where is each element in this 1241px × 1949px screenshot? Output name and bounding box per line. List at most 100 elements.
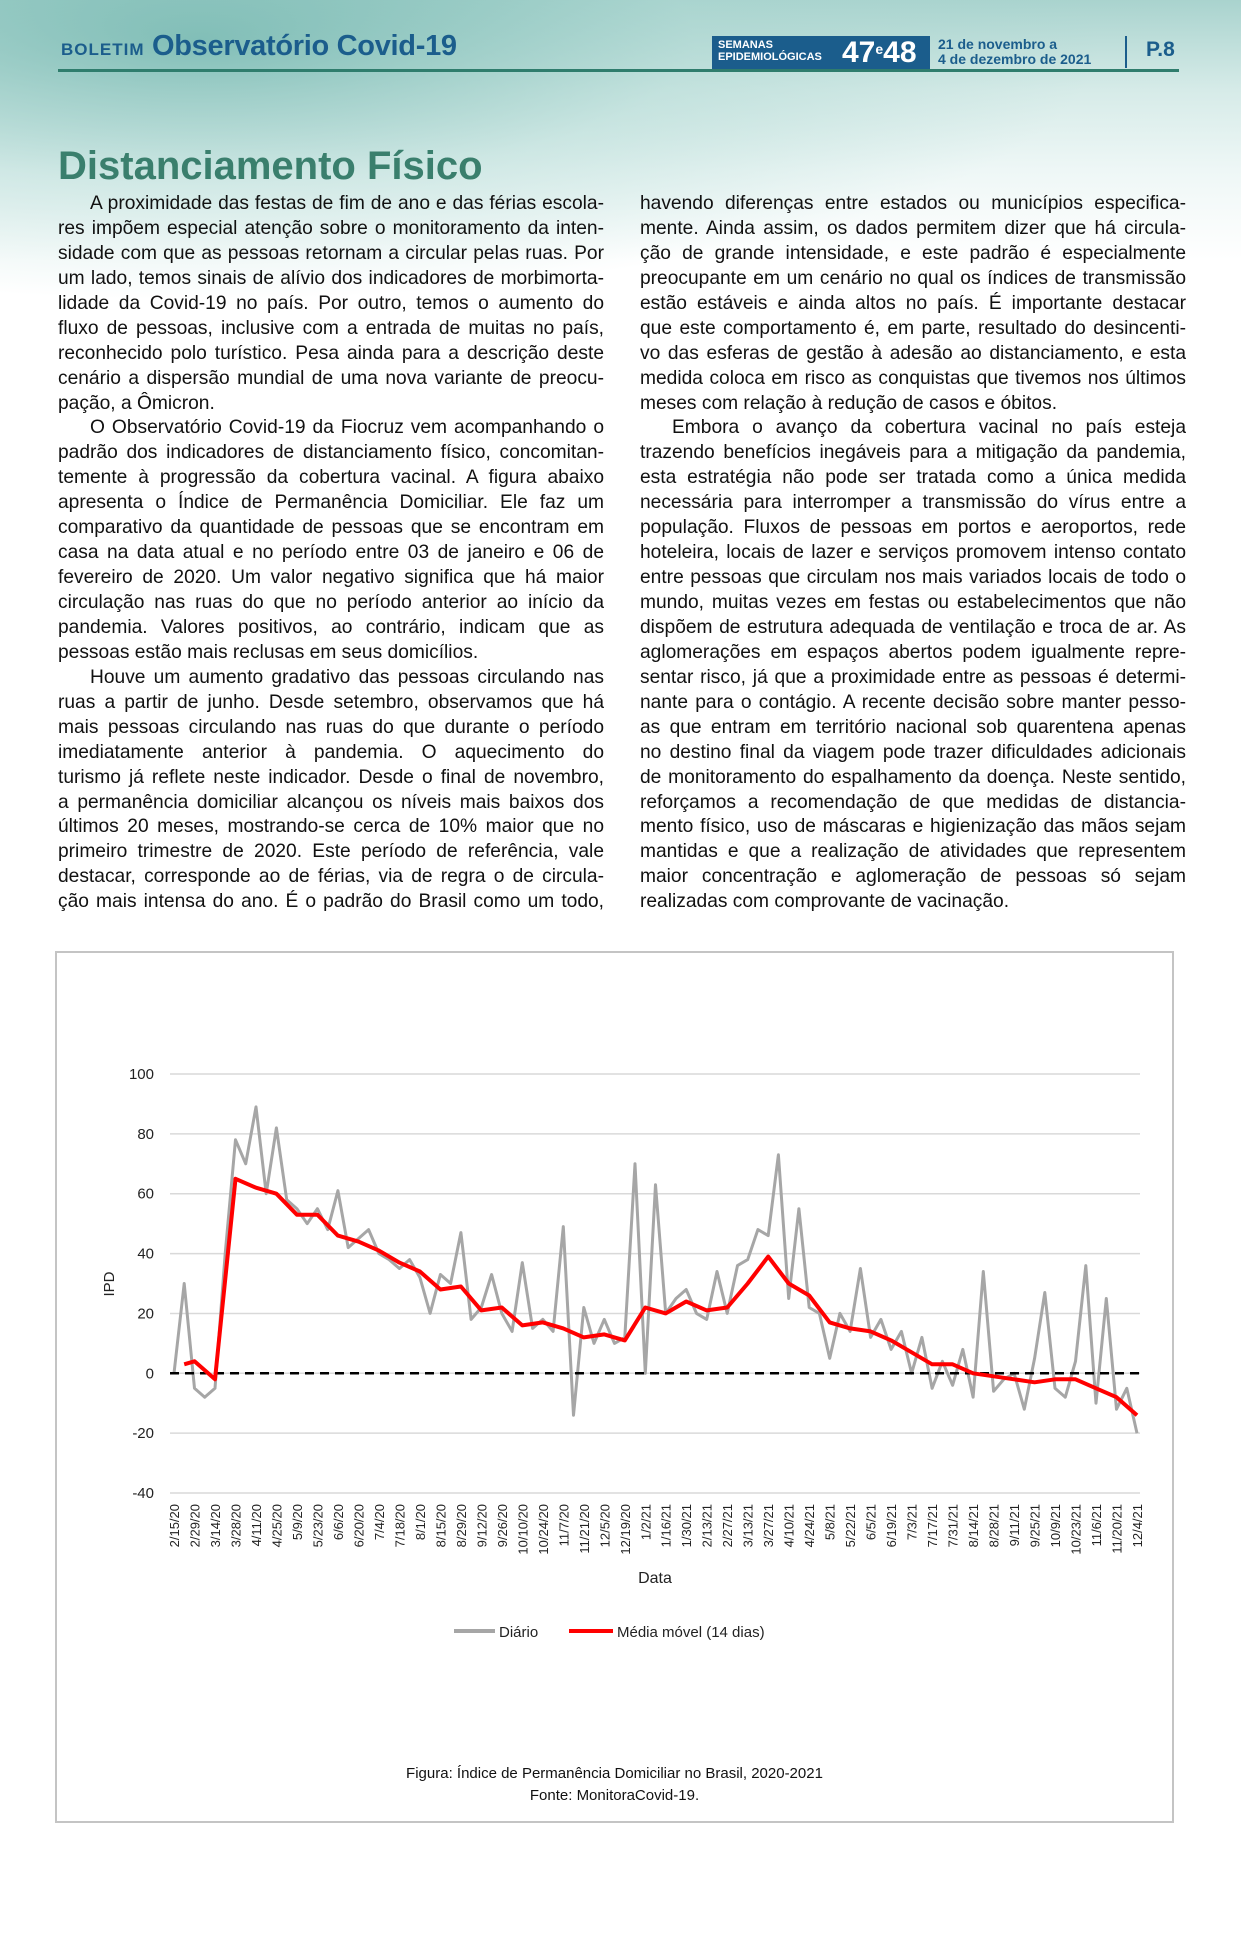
right-column: havendo diferenças entre estados ou muni… bbox=[640, 192, 1186, 915]
y-tick-label: 60 bbox=[137, 1186, 154, 1203]
text-line: a permanência domiciliar alcançou os nív… bbox=[58, 791, 604, 813]
x-tick-label: 7/17/21 bbox=[925, 1504, 940, 1547]
y-tick-label: 20 bbox=[137, 1305, 154, 1322]
weeks-number: 47e48 bbox=[842, 36, 917, 70]
text-line: cenário a dispersão mundial de uma nova … bbox=[58, 367, 604, 389]
date-range: 21 de novembro a 4 de dezembro de 2021 bbox=[938, 37, 1091, 67]
week-b: 48 bbox=[883, 36, 917, 69]
x-tick-label: 9/25/21 bbox=[1028, 1504, 1043, 1547]
x-tick-label: 11/6/21 bbox=[1089, 1504, 1104, 1546]
text-line: reconhecido polo turístico. Pesa ainda p… bbox=[58, 342, 604, 364]
text-line: de monitoramento do espalhamento da doen… bbox=[640, 766, 1186, 788]
text-line: fluxo de pessoas, inclusive com a entrad… bbox=[58, 317, 604, 339]
x-tick-label: 7/4/20 bbox=[372, 1504, 387, 1540]
week-a: 47 bbox=[842, 36, 876, 69]
text-line: pação, a Ômicron. bbox=[58, 392, 215, 414]
x-tick-label: 1/16/21 bbox=[659, 1504, 674, 1547]
x-tick-label: 4/10/21 bbox=[782, 1504, 797, 1547]
text-line: que este comportamento é, em parte, resu… bbox=[640, 317, 1186, 339]
x-tick-label: 2/13/21 bbox=[700, 1504, 715, 1547]
text-line: necessária para interromper a transmissã… bbox=[640, 492, 1186, 514]
text-line: aglomerações em espaços abertos podem ig… bbox=[640, 641, 1186, 663]
text-line: nante para o contágio. A recente decisão… bbox=[640, 691, 1186, 713]
header-divider bbox=[1125, 36, 1127, 68]
x-tick-label: 2/15/20 bbox=[167, 1504, 182, 1547]
text-line: lidade da Covid-19 no país. Por outro, t… bbox=[58, 292, 604, 314]
x-tick-label: 10/10/20 bbox=[515, 1504, 530, 1555]
y-tick-label: -20 bbox=[132, 1425, 154, 1442]
text-line: ção de grande intensidade, e este padrão… bbox=[640, 242, 1186, 264]
x-tick-label: 9/12/20 bbox=[474, 1504, 489, 1547]
x-tick-label: 3/13/21 bbox=[741, 1504, 756, 1547]
x-tick-label: 5/23/20 bbox=[310, 1504, 325, 1547]
x-tick-label: 11/20/21 bbox=[1110, 1504, 1125, 1554]
text-line: ção mais intensa do ano. É o padrão do B… bbox=[58, 891, 604, 913]
text-line: O Observatório Covid-19 da Fiocruz vem a… bbox=[90, 417, 604, 439]
figure-source: Fonte: MonitoraCovid-19. bbox=[529, 1787, 700, 1804]
x-tick-label: 2/29/20 bbox=[187, 1504, 202, 1547]
text-line: comparativo da quantidade de pessoas que… bbox=[58, 517, 604, 539]
text-line: mais pessoas circulando nas ruas do que … bbox=[58, 716, 604, 738]
text-line: mento físico, uso de máscaras e higieniz… bbox=[640, 816, 1186, 838]
x-tick-label: 1/2/21 bbox=[638, 1504, 653, 1540]
text-line: realizadas com comprovante de vacinação. bbox=[640, 891, 1010, 913]
y-tick-label: 0 bbox=[146, 1365, 154, 1382]
text-line: preocupante em um cenário no qual os índ… bbox=[640, 267, 1186, 289]
text-line: sidade com que as pessoas retornam a cir… bbox=[58, 242, 604, 264]
epi-weeks-label: SEMANAS EPIDEMIOLÓGICAS bbox=[718, 39, 822, 63]
epi-weeks-badge: SEMANAS EPIDEMIOLÓGICAS 47e48 bbox=[712, 36, 930, 70]
x-tick-label: 8/29/20 bbox=[454, 1504, 469, 1547]
x-tick-label: 12/19/20 bbox=[618, 1504, 633, 1555]
header-rule bbox=[58, 69, 1179, 72]
x-tick-label: 1/30/21 bbox=[679, 1504, 694, 1547]
text-line: um lado, temos sinais de alívio dos indi… bbox=[58, 267, 604, 289]
x-tick-label: 2/27/21 bbox=[720, 1504, 735, 1547]
x-tick-label: 4/25/20 bbox=[269, 1504, 284, 1547]
x-tick-label: 8/28/21 bbox=[987, 1504, 1002, 1547]
page-number: P.8 bbox=[1146, 38, 1175, 61]
text-line: havendo diferenças entre estados ou muni… bbox=[640, 193, 1186, 214]
date-line1: 21 de novembro a bbox=[938, 36, 1058, 52]
text-line: Embora o avanço da cobertura vacinal no … bbox=[672, 417, 1186, 439]
y-tick-label: -40 bbox=[132, 1485, 154, 1502]
text-line: imediatamente anterior à pandemia. O aqu… bbox=[58, 741, 604, 763]
text-line: mantidas e que a realização de atividade… bbox=[640, 841, 1186, 863]
x-tick-label: 10/23/21 bbox=[1069, 1504, 1084, 1555]
x-tick-label: 12/5/20 bbox=[597, 1504, 612, 1547]
text-line: casa na data atual e no período entre 03… bbox=[58, 542, 604, 564]
text-line: população. Fluxos de pessoas em portos e… bbox=[640, 517, 1186, 539]
x-tick-label: 7/18/20 bbox=[392, 1504, 407, 1547]
y-axis-label: IPD bbox=[101, 1271, 118, 1296]
x-tick-label: 6/20/20 bbox=[351, 1504, 366, 1547]
x-tick-label: 9/26/20 bbox=[495, 1504, 510, 1547]
text-line: medida coloca em risco as conquistas que… bbox=[640, 367, 1186, 389]
text-line: pessoas estão mais reclusas em seus domi… bbox=[58, 641, 479, 663]
x-tick-label: 4/11/20 bbox=[249, 1504, 264, 1546]
text-line: entre pessoas que circulam nos mais vari… bbox=[640, 567, 1186, 589]
x-tick-label: 8/14/21 bbox=[966, 1504, 981, 1547]
text-line: hoteleira, locais de lazer e serviços pr… bbox=[640, 542, 1186, 564]
text-line: vo das esferas de gestão à adesão ao dis… bbox=[640, 342, 1186, 364]
text-line: temente à progressão da cobertura vacina… bbox=[58, 467, 604, 489]
x-tick-label: 7/31/21 bbox=[946, 1504, 961, 1547]
y-tick-label: 80 bbox=[137, 1126, 154, 1143]
x-tick-label: 9/11/21 bbox=[1007, 1504, 1022, 1546]
text-line: trazendo benefícios inegáveis para a mit… bbox=[640, 442, 1186, 464]
text-line: Houve um aumento gradativo das pessoas c… bbox=[90, 666, 604, 688]
x-tick-label: 12/4/21 bbox=[1130, 1504, 1145, 1547]
text-line: fevereiro de 2020. Um valor negativo sig… bbox=[58, 567, 604, 589]
x-tick-label: 6/6/20 bbox=[331, 1504, 346, 1540]
legend-daily-label: Diário bbox=[499, 1624, 538, 1641]
x-tick-label: 6/19/21 bbox=[884, 1504, 899, 1547]
article-title: Distanciamento Físico bbox=[58, 144, 483, 188]
text-line: circulação nas ruas do que no período an… bbox=[58, 592, 604, 613]
x-tick-label: 5/22/21 bbox=[843, 1504, 858, 1547]
left-column: A proximidade das festas de fim de ano e… bbox=[58, 192, 604, 915]
boletim-label: BOLETIM bbox=[61, 40, 145, 59]
text-line: estão estáveis e ainda altos no país. É … bbox=[640, 292, 1186, 314]
week-and: e bbox=[875, 41, 884, 57]
text-line: ruas a partir de junho. Desde setembro, … bbox=[58, 691, 604, 713]
weeks-label-line2: EPIDEMIOLÓGICAS bbox=[718, 51, 822, 63]
text-line: no destino final da viagem pode trazer d… bbox=[640, 741, 1186, 763]
